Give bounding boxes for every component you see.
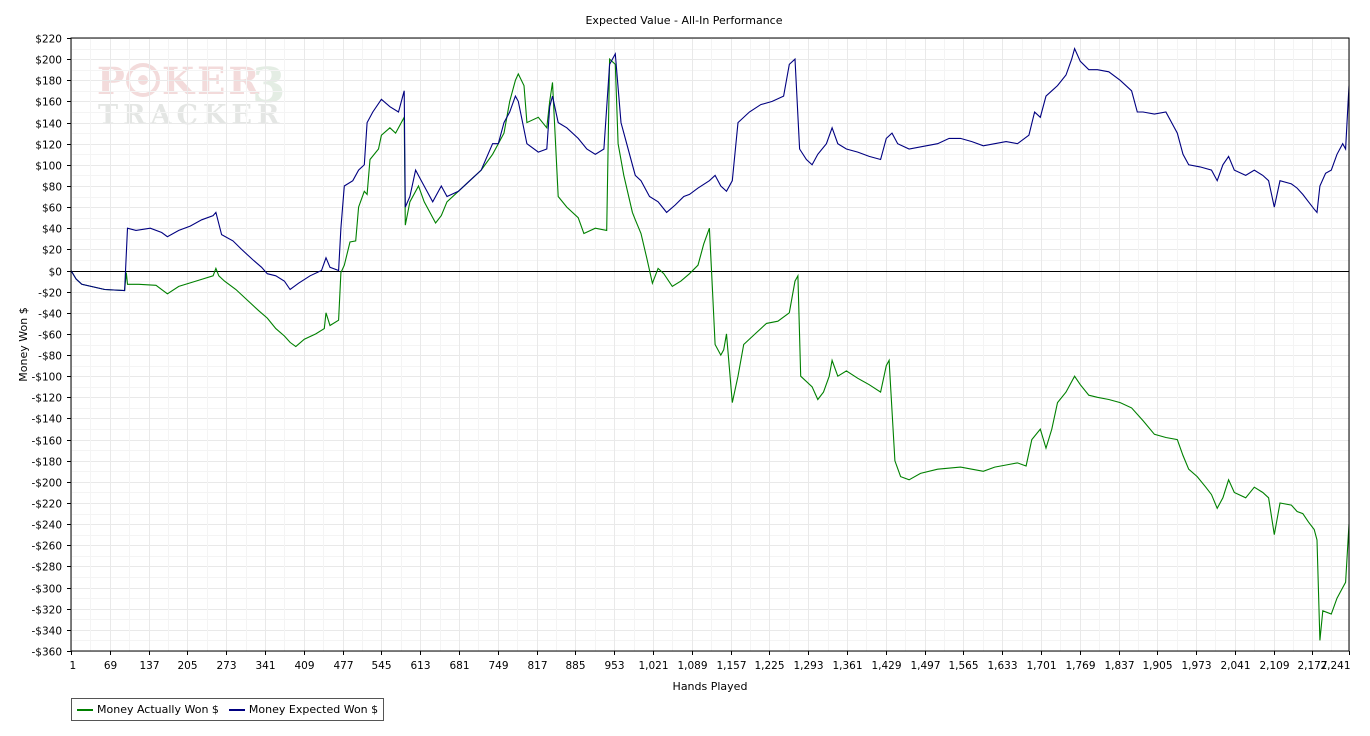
x-tick-label: 1,701 [1026,660,1056,672]
x-tick-label: 137 [139,660,159,672]
chart-legend: Money Actually Won $ Money Expected Won … [71,698,385,721]
y-tick-label: $200 [35,55,62,67]
y-tick-label: $120 [35,140,62,152]
x-tick-label: 545 [371,660,391,672]
x-tick-label: 1,837 [1104,660,1134,672]
y-tick-label: -$280 [31,562,62,574]
svg-text:3: 3 [252,58,285,114]
x-tick-label: 341 [255,660,275,672]
x-tick-label: 1,769 [1065,660,1095,672]
x-tick-label: 273 [216,660,236,672]
y-tick-label: -$60 [38,330,62,342]
series-lines [70,46,1350,641]
x-tick-label: 1,429 [871,660,901,672]
x-tick-label: 953 [604,660,624,672]
y-tick-label: $80 [42,182,62,194]
y-tick-labels: $220 $200 $180 $160 $140 $120 $100 $80 $60 $40 $20… [31,34,62,659]
x-tick-label: 1,973 [1181,660,1211,672]
y-tick-label: -$180 [31,457,62,469]
y-tick-label: -$20 [38,288,62,300]
x-tick-label: 681 [449,660,469,672]
gridlines [71,38,1350,652]
x-axis-title: Hands Played [673,680,748,693]
y-tick-label: $100 [35,161,62,173]
legend-swatch-expected [228,708,245,711]
legend-swatch-actual [77,708,93,711]
x-tick-label: 1,633 [987,660,1017,672]
y-tick-label: $180 [35,76,62,88]
y-tick-label: -$340 [31,626,62,638]
x-tick-label: 749 [488,660,508,672]
y-tick-label: -$200 [31,478,62,490]
legend-item-actual: Money Actually Won $ [77,703,219,716]
x-tick-label: 2,241 [1320,660,1350,672]
svg-text:TRACKER: TRACKER [98,100,284,131]
y-tick-label: $60 [42,203,62,215]
legend-label-actual: Money Actually Won $ [97,703,219,716]
x-tick-label: 2,109 [1259,660,1289,672]
x-tick-label: 1,089 [677,660,707,672]
x-tick-labels: 1 69 137 205 273 341 409 477 545 613 681 749 817 885 9… [70,660,1351,672]
y-tick-label: $20 [42,245,62,257]
series-line-actual [70,57,1350,641]
y-tick-label: $0 [49,267,62,279]
y-tick-label: -$360 [31,647,62,659]
tick-marks [67,38,1350,655]
series-line-expected [70,46,1350,292]
x-tick-label: 409 [294,660,314,672]
y-tick-label: $40 [42,224,62,236]
y-tick-label: -$220 [31,499,62,511]
x-tick-label: 1,565 [948,660,978,672]
x-tick-label: 69 [104,660,117,672]
y-axis-title: Money Won $ [17,307,30,381]
y-tick-label: $220 [35,34,62,46]
y-tick-label: $160 [35,97,62,109]
pokertracker-watermark: P KER 3 TRACKER [97,58,285,131]
x-tick-label: 817 [527,660,547,672]
x-tick-label: 1,905 [1142,660,1172,672]
legend-item-expected: Money Expected Won $ [228,703,379,716]
x-tick-label: 477 [333,660,353,672]
y-tick-label: $140 [35,119,62,131]
y-tick-label: -$140 [31,414,62,426]
y-tick-label: -$80 [38,351,62,363]
y-tick-label: -$40 [38,309,62,321]
x-tick-label: 885 [565,660,585,672]
x-tick-label: 2,041 [1220,660,1250,672]
x-tick-label: 1,021 [638,660,668,672]
y-tick-label: -$120 [31,393,62,405]
x-tick-label: 1,225 [754,660,784,672]
chart-title: Expected Value - All-In Performance [585,14,783,27]
y-tick-label: -$240 [31,520,62,532]
x-tick-label: 1,157 [716,660,746,672]
plot-frame [70,37,1350,652]
y-tick-label: -$100 [31,372,62,384]
legend-label-expected: Money Expected Won $ [248,703,379,716]
x-tick-label: 1 [70,660,77,672]
x-tick-label: 1,497 [910,660,940,672]
y-tick-label: -$300 [31,584,62,596]
x-tick-label: 2,177 [1297,660,1327,672]
x-tick-label: 1,361 [832,660,862,672]
x-tick-label: 1,293 [793,660,823,672]
y-tick-label: -$260 [31,541,62,553]
y-tick-label: -$320 [31,605,62,617]
x-tick-label: 205 [177,660,197,672]
x-tick-label: 613 [410,660,430,672]
y-tick-label: -$160 [31,436,62,448]
